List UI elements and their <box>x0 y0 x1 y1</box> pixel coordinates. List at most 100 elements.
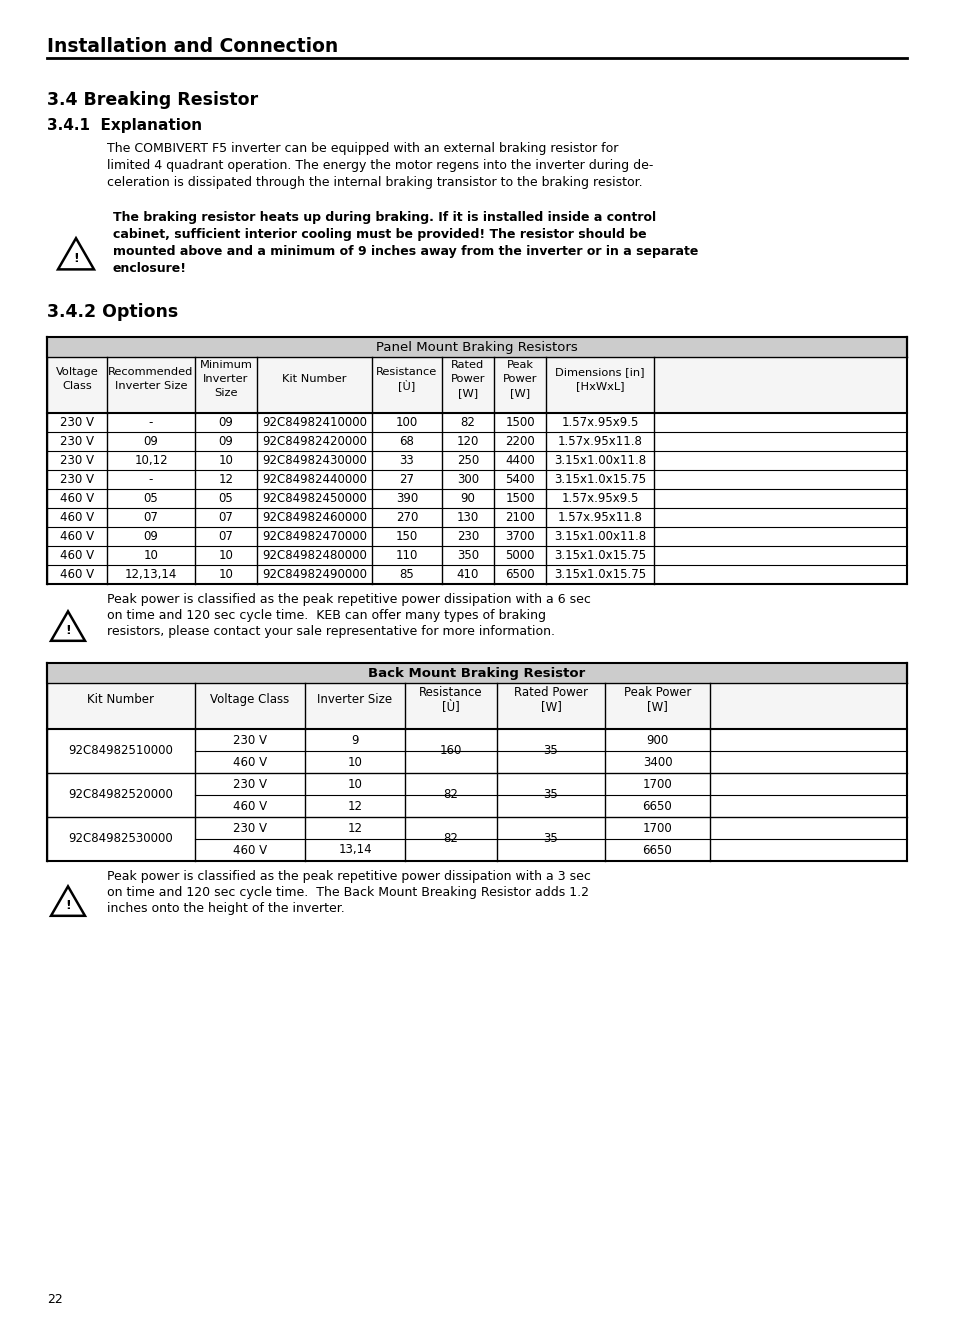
Text: 92C84982520000: 92C84982520000 <box>69 789 173 801</box>
Text: 230 V: 230 V <box>233 733 267 746</box>
Text: 07: 07 <box>143 511 158 524</box>
Text: 10: 10 <box>218 549 233 563</box>
Text: 10: 10 <box>218 455 233 467</box>
Text: 92C84982420000: 92C84982420000 <box>262 435 367 448</box>
Text: 3.15x1.0x15.75: 3.15x1.0x15.75 <box>554 473 645 487</box>
Text: 82: 82 <box>443 789 458 801</box>
Text: 05: 05 <box>144 492 158 505</box>
Text: 160: 160 <box>439 745 461 757</box>
Text: 27: 27 <box>399 473 414 487</box>
Text: 460 V: 460 V <box>60 549 94 563</box>
Text: The braking resistor heats up during braking. If it is installed inside a contro: The braking resistor heats up during bra… <box>112 211 656 224</box>
Text: 460 V: 460 V <box>60 492 94 505</box>
Text: mounted above and a minimum of 9 inches away from the inverter or in a separate: mounted above and a minimum of 9 inches … <box>112 245 698 259</box>
Text: 82: 82 <box>443 833 458 845</box>
Text: Minimum: Minimum <box>199 360 253 371</box>
Text: 09: 09 <box>143 435 158 448</box>
Text: Panel Mount Braking Resistors: Panel Mount Braking Resistors <box>375 340 578 353</box>
Text: 3.15x1.00x11.8: 3.15x1.00x11.8 <box>554 531 645 543</box>
Text: 12: 12 <box>218 473 233 487</box>
Text: Recommended: Recommended <box>109 367 193 377</box>
Text: 5400: 5400 <box>505 473 535 487</box>
Text: 12: 12 <box>347 800 362 813</box>
Text: 3.15x1.0x15.75: 3.15x1.0x15.75 <box>554 568 645 581</box>
Text: 460 V: 460 V <box>60 531 94 543</box>
Text: 3.15x1.00x11.8: 3.15x1.00x11.8 <box>554 455 645 467</box>
Text: inches onto the height of the inverter.: inches onto the height of the inverter. <box>107 902 344 914</box>
Text: 350: 350 <box>456 549 478 563</box>
Text: 9: 9 <box>351 733 358 746</box>
Text: [W]: [W] <box>510 388 530 399</box>
Text: 92C84982490000: 92C84982490000 <box>262 568 367 581</box>
Text: 3.15x1.0x15.75: 3.15x1.0x15.75 <box>554 549 645 563</box>
Text: 100: 100 <box>395 416 417 429</box>
Text: 1.57x.95x11.8: 1.57x.95x11.8 <box>557 435 641 448</box>
Text: 2100: 2100 <box>504 511 535 524</box>
Text: 90: 90 <box>460 492 475 505</box>
Text: 92C84982480000: 92C84982480000 <box>262 549 367 563</box>
Text: 130: 130 <box>456 511 478 524</box>
Text: Kit Number: Kit Number <box>88 693 154 706</box>
Text: -: - <box>149 416 153 429</box>
Text: 1700: 1700 <box>642 777 672 790</box>
Text: 270: 270 <box>395 511 417 524</box>
Text: 12,13,14: 12,13,14 <box>125 568 177 581</box>
Text: 1700: 1700 <box>642 821 672 834</box>
Text: 460 V: 460 V <box>60 568 94 581</box>
Text: 07: 07 <box>218 511 233 524</box>
Text: 10: 10 <box>143 549 158 563</box>
Text: 230 V: 230 V <box>60 455 94 467</box>
Text: celeration is dissipated through the internal braking transistor to the braking : celeration is dissipated through the int… <box>107 176 642 189</box>
Text: Inverter Size: Inverter Size <box>114 381 187 391</box>
Text: cabinet, sufficient interior cooling must be provided! The resistor should be: cabinet, sufficient interior cooling mus… <box>112 228 646 241</box>
Text: 3.4.1  Explanation: 3.4.1 Explanation <box>47 119 202 133</box>
Text: 300: 300 <box>456 473 478 487</box>
Text: 460 V: 460 V <box>233 844 267 857</box>
Text: 10: 10 <box>218 568 233 581</box>
Text: 12: 12 <box>347 821 362 834</box>
Text: 10,12: 10,12 <box>134 455 168 467</box>
Text: 460 V: 460 V <box>233 756 267 769</box>
Text: 13,14: 13,14 <box>337 844 372 857</box>
Text: Dimensions [in]: Dimensions [in] <box>555 367 644 377</box>
Text: 3400: 3400 <box>642 756 672 769</box>
Text: 460 V: 460 V <box>60 511 94 524</box>
Text: Rated: Rated <box>451 360 484 371</box>
Text: Inverter Size: Inverter Size <box>317 693 392 706</box>
Text: 35: 35 <box>543 833 558 845</box>
Text: 09: 09 <box>218 416 233 429</box>
Text: 92C84982460000: 92C84982460000 <box>262 511 367 524</box>
Text: 4400: 4400 <box>504 455 535 467</box>
Text: 09: 09 <box>218 435 233 448</box>
Text: 150: 150 <box>395 531 417 543</box>
Text: Inverter: Inverter <box>203 375 249 384</box>
Text: 92C84982430000: 92C84982430000 <box>262 455 367 467</box>
Text: 230 V: 230 V <box>60 435 94 448</box>
Text: Rated Power: Rated Power <box>514 686 587 698</box>
Text: Class: Class <box>62 381 91 391</box>
Text: 35: 35 <box>543 789 558 801</box>
Text: 900: 900 <box>646 733 668 746</box>
Text: 92C84982510000: 92C84982510000 <box>69 745 173 757</box>
Text: 3700: 3700 <box>505 531 535 543</box>
Text: [W]: [W] <box>540 700 561 713</box>
Text: [Ù]: [Ù] <box>398 379 416 391</box>
Text: 6650: 6650 <box>642 800 672 813</box>
Text: 1500: 1500 <box>505 416 535 429</box>
Text: 6500: 6500 <box>505 568 535 581</box>
Text: 460 V: 460 V <box>233 800 267 813</box>
Text: -: - <box>149 473 153 487</box>
Text: on time and 120 sec cycle time.  KEB can offer many types of braking: on time and 120 sec cycle time. KEB can … <box>107 609 545 623</box>
Text: The COMBIVERT F5 inverter can be equipped with an external braking resistor for: The COMBIVERT F5 inverter can be equippe… <box>107 143 618 155</box>
Text: 230 V: 230 V <box>60 473 94 487</box>
Text: [W]: [W] <box>457 388 477 399</box>
Text: 3.4 Breaking Resistor: 3.4 Breaking Resistor <box>47 91 258 109</box>
Text: Voltage Class: Voltage Class <box>211 693 290 706</box>
Text: 92C84982530000: 92C84982530000 <box>69 833 173 845</box>
Text: 33: 33 <box>399 455 414 467</box>
Text: [HxWxL]: [HxWxL] <box>576 381 623 391</box>
Text: 92C84982410000: 92C84982410000 <box>262 416 367 429</box>
Text: 110: 110 <box>395 549 417 563</box>
Text: 1.57x.95x9.5: 1.57x.95x9.5 <box>560 492 638 505</box>
Text: Peak power is classified as the peak repetitive power dissipation with a 3 sec: Peak power is classified as the peak rep… <box>107 870 590 882</box>
